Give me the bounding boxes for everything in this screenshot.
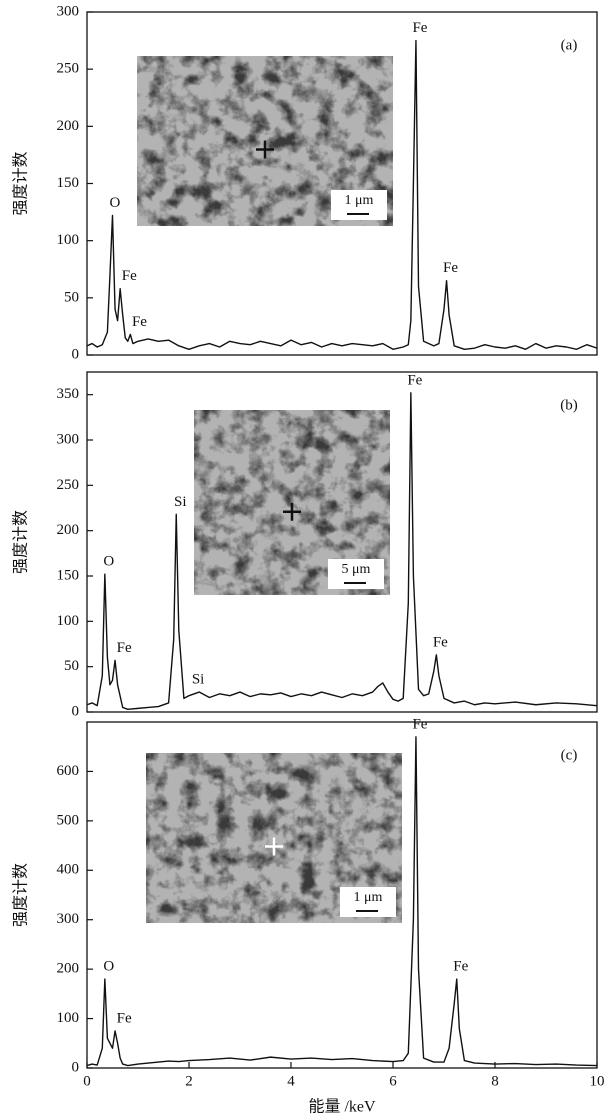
sem-crosshair — [265, 837, 283, 856]
peak-label: Fe — [412, 716, 427, 732]
y-axis-label: 强度计数 — [12, 510, 30, 574]
y-tick-label: 300 — [57, 3, 80, 19]
peak-label: Fe — [122, 268, 137, 284]
x-tick-label: 4 — [287, 1073, 295, 1089]
sem-scale-label: 1 μm — [345, 193, 374, 208]
y-tick-label: 200 — [57, 961, 80, 977]
sem-crosshair — [256, 140, 274, 159]
y-tick-label: 400 — [57, 862, 80, 878]
y-tick-label: 300 — [57, 431, 80, 447]
spectrum-line — [86, 392, 598, 710]
spectrum-line — [86, 736, 598, 1067]
y-axis-label: 强度计数 — [12, 863, 30, 927]
peak-label: Fe — [453, 958, 468, 974]
y-tick-label: 100 — [57, 1010, 80, 1026]
peak-label: Fe — [117, 1010, 132, 1026]
y-tick-label: 150 — [57, 175, 80, 191]
y-tick-label: 0 — [72, 1059, 80, 1075]
x-tick-label: 6 — [389, 1073, 397, 1089]
y-tick-label: 100 — [57, 232, 80, 248]
panel-label: (b) — [560, 397, 578, 413]
x-axis-label: 能量 /keV — [308, 1098, 376, 1116]
y-axis-label: 强度计数 — [12, 151, 30, 215]
spectrum-line — [86, 39, 598, 350]
x-tick-label: 10 — [590, 1073, 605, 1089]
x-tick-label: 2 — [185, 1073, 193, 1089]
peak-label: Fe — [407, 372, 422, 388]
y-tick-label: 100 — [57, 613, 80, 629]
sem-scale-label: 5 μm — [342, 562, 371, 577]
sem-crosshair — [283, 502, 301, 521]
peak-label: Fe — [132, 314, 147, 330]
peak-label: O — [103, 554, 114, 570]
peak-label: O — [103, 958, 114, 974]
y-tick-label: 0 — [72, 703, 80, 719]
x-tick-label: 8 — [491, 1073, 499, 1089]
peak-label: Fe — [117, 640, 132, 656]
y-tick-label: 200 — [57, 118, 80, 134]
peak-label: Fe — [433, 634, 448, 650]
y-tick-label: 150 — [57, 567, 80, 583]
y-tick-label: 600 — [57, 763, 80, 779]
y-tick-label: 250 — [57, 477, 80, 493]
peak-label: Si — [174, 494, 187, 510]
y-tick-label: 350 — [57, 386, 80, 402]
x-tick-label: 0 — [83, 1073, 91, 1089]
y-tick-label: 0 — [72, 346, 80, 362]
y-tick-label: 250 — [57, 61, 80, 77]
peak-label: Si — [192, 671, 205, 687]
peak-label: Fe — [412, 20, 427, 36]
y-tick-label: 50 — [64, 289, 79, 305]
y-tick-label: 500 — [57, 812, 80, 828]
peak-label: O — [110, 195, 121, 211]
y-tick-label: 200 — [57, 522, 80, 538]
plot-frame — [86, 371, 598, 713]
y-tick-label: 300 — [57, 911, 80, 927]
panel-label: (a) — [561, 37, 578, 53]
peak-label: Fe — [443, 260, 458, 276]
plot-frame — [86, 721, 598, 1069]
y-tick-label: 50 — [64, 658, 79, 674]
sem-scale-label: 1 μm — [354, 890, 383, 905]
panel-label: (c) — [561, 747, 578, 763]
